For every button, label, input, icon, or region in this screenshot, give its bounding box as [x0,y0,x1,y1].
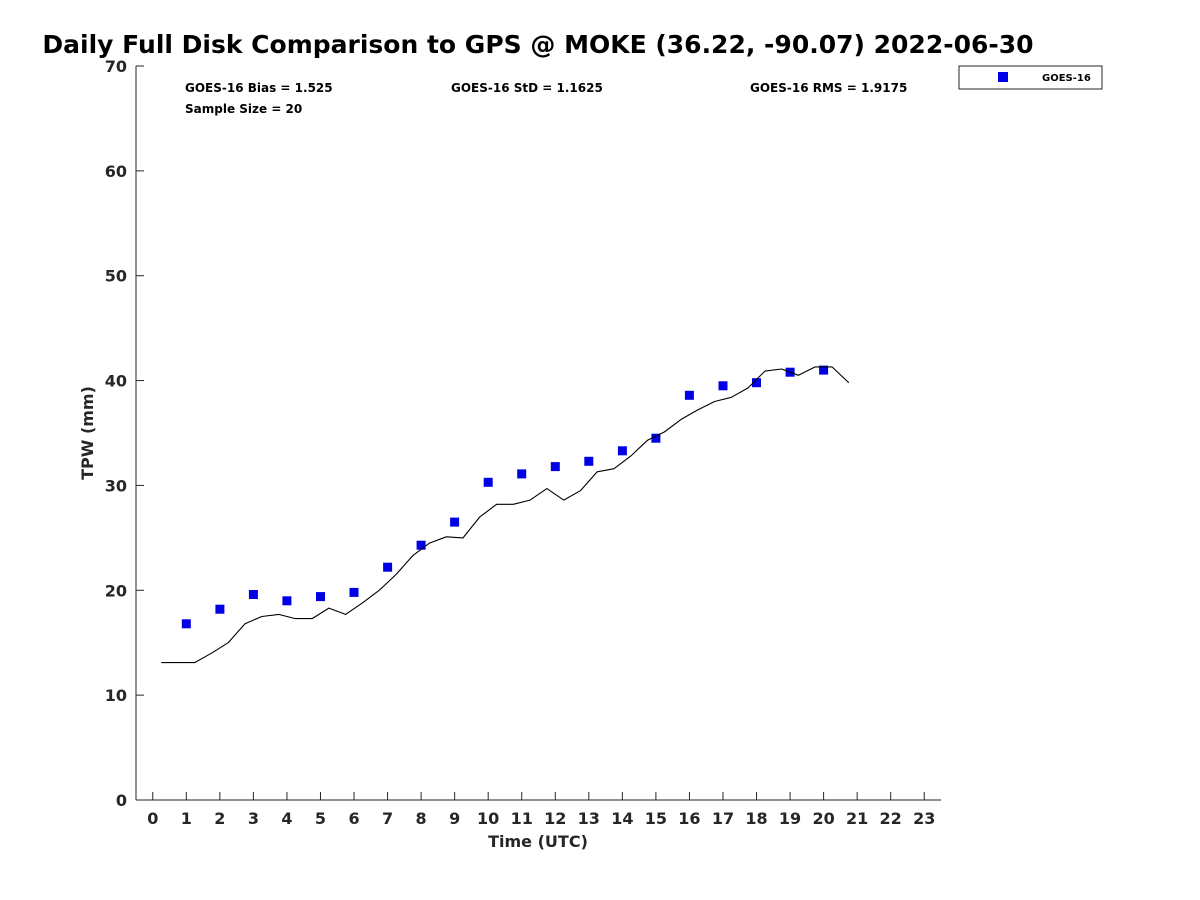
y-tick-label: 20 [105,581,127,600]
goes16-point [684,390,694,400]
sample-size-stat: Sample Size = 20 [185,102,302,116]
goes16-point [517,469,527,479]
goes16-point [584,456,594,466]
axes [135,66,941,801]
x-tick-label: 2 [214,809,225,828]
x-tick-label: 22 [880,809,902,828]
x-tick-label: 10 [477,809,499,828]
goes16-point [718,381,728,391]
x-tick-label: 6 [348,809,359,828]
y-tick-label: 10 [105,686,127,705]
x-tick-label: 7 [382,809,393,828]
x-tick-label: 17 [712,809,734,828]
y-tick-label: 40 [105,372,127,391]
goes16-point [349,587,359,597]
x-axis-label: Time (UTC) [488,832,588,851]
x-tick-label: 20 [812,809,834,828]
plot-area [161,365,850,664]
y-tick-label: 60 [105,162,127,181]
goes16-point [550,462,560,472]
goes16-point [215,604,225,614]
x-tick-label: 13 [578,809,600,828]
x-tick-label: 11 [511,809,533,828]
x-tick-label: 1 [181,809,192,828]
x-tick-label: 14 [611,809,633,828]
goes16-point [383,562,393,572]
x-tick-label: 5 [315,809,326,828]
x-tick-label: 16 [678,809,700,828]
x-tick-label: 9 [449,809,460,828]
y-axis-label: TPW (mm) [78,386,97,480]
legend-box [958,65,1103,90]
goes16-point [282,596,292,606]
goes16-point [617,446,627,456]
legend-marker-goes16 [998,72,1008,82]
goes16-point [248,590,258,599]
chart-title: Daily Full Disk Comparison to GPS @ MOKE… [42,30,1033,59]
x-tick-label: 4 [281,809,292,828]
x-tick-label: 3 [248,809,259,828]
x-tick-label: 21 [846,809,868,828]
goes16-point [316,592,325,602]
goes16-point [483,477,493,487]
x-tick-label: 15 [645,809,667,828]
bias-stat: GOES-16 Bias = 1.525 [185,81,333,95]
rms-stat: GOES-16 RMS = 1.9175 [750,81,907,95]
std-stat: GOES-16 StD = 1.1625 [451,81,603,95]
gps-line [161,366,850,664]
goes16-point [416,540,426,550]
goes16-point [651,433,661,443]
y-tick-label: 70 [105,57,127,76]
legend-label-goes16: GOES-16 [1042,73,1091,84]
goes16-point [181,619,191,629]
y-tick-label: 30 [105,476,127,495]
x-tick-label: 18 [745,809,767,828]
y-tick-label: 50 [105,267,127,286]
x-tick-label: 0 [147,809,158,828]
legend: GOES-16 [958,65,1103,90]
x-tick-label: 12 [544,809,566,828]
x-tick-label: 23 [913,809,935,828]
goes16-point [819,365,829,375]
x-tick-label: 8 [416,809,427,828]
goes16-point [752,378,761,388]
goes16-point [450,517,460,527]
y-tick-label: 0 [116,791,127,810]
x-tick-label: 19 [779,809,801,828]
